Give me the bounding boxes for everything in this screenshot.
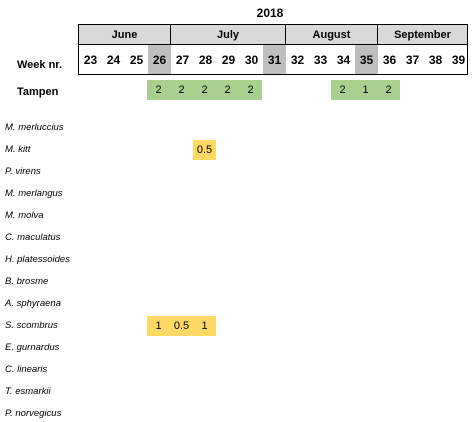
species-cell-week-26: 1 [147,316,170,336]
week-nr-label: Week nr. [17,59,63,71]
week-33: 33 [313,52,328,67]
week-34: 34 [336,52,351,67]
tampen-cell-week-30: 2 [239,80,262,100]
species-label: P. norvegicus [5,408,62,419]
species-label: T. esmarkii [5,386,51,397]
species-label: M. merlangus [5,188,63,199]
species-cell-week-27: 0.5 [170,316,193,336]
tampen-cell-week-27: 2 [170,80,193,100]
species-label: S. scombrus [5,320,58,331]
week-30: 30 [244,52,259,67]
species-label: E. gurnardus [5,342,60,353]
month-july: July [170,24,286,45]
month-label: July [216,28,239,41]
week-27: 27 [175,52,190,67]
week-31: 31 [263,45,286,74]
week-38: 38 [428,52,443,67]
species-label: C. maculatus [5,232,61,243]
week-39: 39 [451,52,466,67]
tampen-cell-week-26: 2 [147,80,170,100]
month-june: June [78,24,171,45]
tampen-label: Tampen [17,86,59,98]
species-label: M. kitt [5,144,31,155]
species-cell-week-28: 0.5 [193,140,216,160]
tampen-cell-week-28: 2 [193,80,216,100]
year-label: 2018 [256,6,284,20]
month-august: August [285,24,378,45]
week-28: 28 [198,52,213,67]
month-label: August [312,28,351,41]
species-label: A. sphyraena [5,298,61,309]
tampen-cell-week-34: 2 [331,80,354,100]
month-label: June [111,28,138,41]
week-26: 26 [148,45,171,74]
week-25: 25 [129,52,144,67]
week-24: 24 [106,52,121,67]
week-23: 23 [83,52,98,67]
tampen-cell-week-35: 1 [354,80,377,100]
week-32: 32 [290,52,305,67]
species-label: C. linearis [5,364,48,375]
species-label: M. merluccius [5,122,64,133]
week-37: 37 [405,52,420,67]
species-label: H. platessoides [5,254,70,265]
species-cell-week-28: 1 [193,316,216,336]
week-35: 35 [355,45,378,74]
week-row: 23 24 25 26 27 28 29 30 31 32 33 34 35 36 37 38 39 [78,45,468,75]
species-label: B. brosme [5,276,49,287]
month-label: September [394,28,451,41]
week-29: 29 [221,52,236,67]
week-36: 36 [382,52,397,67]
species-label: M. molva [5,210,44,221]
tampen-cell-week-36: 2 [377,80,400,100]
month-september: September [377,24,468,45]
tampen-cell-week-29: 2 [216,80,239,100]
species-label: P. virens [5,166,41,177]
